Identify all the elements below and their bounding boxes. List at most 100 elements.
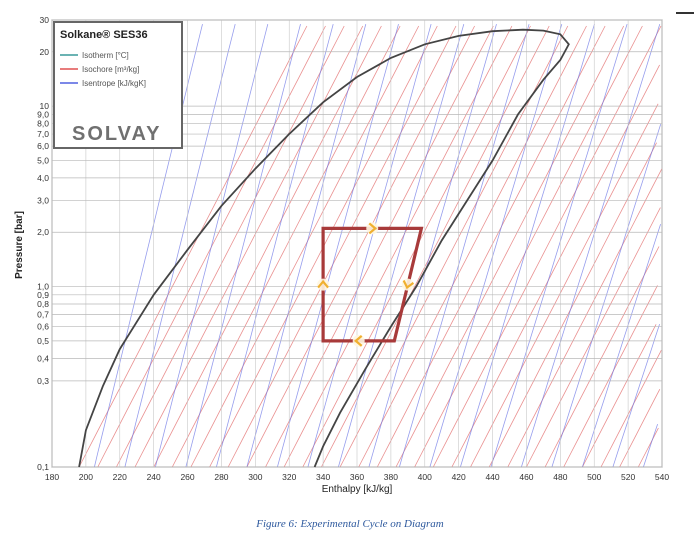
cycle-direction-arrow bbox=[353, 335, 363, 347]
isentrope-line bbox=[185, 23, 301, 468]
isochore-line bbox=[637, 427, 659, 468]
x-tick-label: 260 bbox=[180, 472, 194, 482]
isentrope-line bbox=[307, 23, 432, 468]
isentrope-line bbox=[490, 23, 628, 468]
isochore-line bbox=[470, 103, 659, 468]
isochore-line bbox=[190, 25, 420, 468]
saturation-curve bbox=[78, 28, 570, 468]
isentrope-line bbox=[399, 23, 530, 468]
isochore-line bbox=[358, 25, 587, 468]
y-tick-label: 0,5 bbox=[37, 336, 49, 346]
legend-entry-label: Isochore [m³/kg] bbox=[82, 65, 139, 74]
isochore-line bbox=[376, 25, 606, 468]
y-tick-label: 0,4 bbox=[37, 353, 49, 363]
x-tick-label: 180 bbox=[45, 472, 59, 482]
isentrope-line bbox=[551, 123, 662, 468]
isentrope-line bbox=[460, 23, 595, 468]
cycle-direction-arrow bbox=[402, 280, 415, 290]
x-tick-label: 400 bbox=[418, 472, 432, 482]
y-tick-label: 0,3 bbox=[37, 376, 49, 386]
isochore-line bbox=[265, 25, 494, 468]
isochore-line bbox=[488, 142, 657, 468]
x-tick-label: 500 bbox=[587, 472, 601, 482]
x-tick-label: 240 bbox=[147, 472, 161, 482]
isentrope-line bbox=[368, 23, 497, 468]
x-axis-label: Enthalpy [kJ/kg] bbox=[322, 484, 393, 495]
saturation-dome bbox=[78, 28, 570, 468]
y-tick-label: 20 bbox=[40, 47, 50, 57]
x-tick-label: 360 bbox=[350, 472, 364, 482]
x-tick-label: 220 bbox=[113, 472, 127, 482]
x-tick-label: 340 bbox=[316, 472, 330, 482]
figure-caption: Figure 6: Experimental Cycle on Diagram bbox=[256, 518, 444, 530]
isochore-line bbox=[563, 285, 658, 468]
y-axis-ticks: 0,1 0,3 0,4 0,5 0,6 0,70,80,91,0 2,0 3,0 4,0 5,0 6… bbox=[37, 15, 49, 472]
isochore-line bbox=[451, 64, 660, 468]
y-tick-label: 2,0 bbox=[37, 227, 49, 237]
y-tick-label: 0,9 bbox=[37, 290, 49, 300]
y-tick-label: 5,0 bbox=[37, 155, 49, 165]
cycle-arrow-bg bbox=[317, 278, 330, 291]
isochore-line bbox=[600, 350, 662, 468]
isochore-line bbox=[134, 25, 364, 468]
isochore-line bbox=[78, 25, 308, 468]
experimental-cycle bbox=[317, 222, 424, 347]
isochore-line bbox=[171, 25, 401, 468]
x-tick-label: 300 bbox=[248, 472, 262, 482]
isentrope-line bbox=[612, 323, 660, 468]
x-tick-label: 200 bbox=[79, 472, 93, 482]
y-tick-label: 8,0 bbox=[37, 119, 49, 129]
y-tick-label: 6,0 bbox=[37, 141, 49, 151]
x-tick-label: 520 bbox=[621, 472, 635, 482]
isentrope-line bbox=[94, 24, 203, 468]
cycle-arrow-bg bbox=[352, 334, 365, 347]
isentrope-line bbox=[155, 24, 269, 468]
x-tick-label: 460 bbox=[519, 472, 533, 482]
corner-dash bbox=[676, 12, 694, 14]
y-tick-label: 0,7 bbox=[37, 310, 49, 320]
y-tick-label: 0,1 bbox=[37, 462, 49, 472]
x-tick-label: 440 bbox=[485, 472, 499, 482]
y-tick-label: 0,6 bbox=[37, 322, 49, 332]
legend-box: Solkane® SES36 Isotherm [°C] Isochore [m³… bbox=[53, 21, 183, 149]
isentrope-line bbox=[216, 23, 334, 468]
isochore-line bbox=[414, 25, 643, 468]
x-tick-label: 480 bbox=[553, 472, 567, 482]
isentrope-line bbox=[277, 23, 399, 468]
y-tick-label: 30 bbox=[40, 15, 50, 25]
y-tick-label: 0,8 bbox=[37, 299, 49, 309]
x-tick-label: 540 bbox=[655, 472, 669, 482]
y-tick-label: 10 bbox=[40, 101, 50, 111]
y-tick-label: 1,0 bbox=[37, 282, 49, 292]
isentrope-line bbox=[338, 23, 465, 468]
isentrope-line bbox=[246, 23, 367, 468]
y-tick-label: 4,0 bbox=[37, 173, 49, 183]
isentrope-line bbox=[429, 23, 563, 468]
legend-title: Solkane® SES36 bbox=[60, 29, 148, 41]
isentrope-line bbox=[582, 223, 661, 468]
isochore-line bbox=[432, 25, 662, 468]
x-tick-label: 420 bbox=[452, 472, 466, 482]
isochore-line bbox=[153, 25, 382, 468]
cycle-direction-arrow bbox=[317, 279, 329, 289]
isochore-line bbox=[246, 25, 475, 468]
isochore-line bbox=[507, 168, 663, 468]
isentrope-line bbox=[124, 24, 236, 468]
legend-entry-label: Isentrope [kJ/kgK] bbox=[82, 79, 146, 88]
y-tick-label: 9,0 bbox=[37, 109, 49, 119]
cycle-path bbox=[321, 226, 424, 343]
isochore-line bbox=[283, 25, 513, 468]
cycle-direction-arrow bbox=[368, 222, 378, 235]
isoline-field bbox=[78, 23, 663, 468]
y-axis-label: Pressure [bar] bbox=[14, 211, 25, 279]
isochore-line bbox=[544, 246, 660, 468]
isentrope-line bbox=[643, 423, 658, 468]
legend-entry-label: Isotherm [°C] bbox=[82, 51, 129, 60]
isochore-line bbox=[116, 25, 345, 468]
x-axis-ticks: 180 200 220 240 260 280 300 320 340 360 380 400 420 4… bbox=[45, 472, 669, 482]
cycle-arrow-bg bbox=[366, 222, 379, 235]
isentrope-line bbox=[521, 23, 661, 468]
y-tick-label: 3,0 bbox=[37, 195, 49, 205]
x-tick-label: 320 bbox=[282, 472, 296, 482]
